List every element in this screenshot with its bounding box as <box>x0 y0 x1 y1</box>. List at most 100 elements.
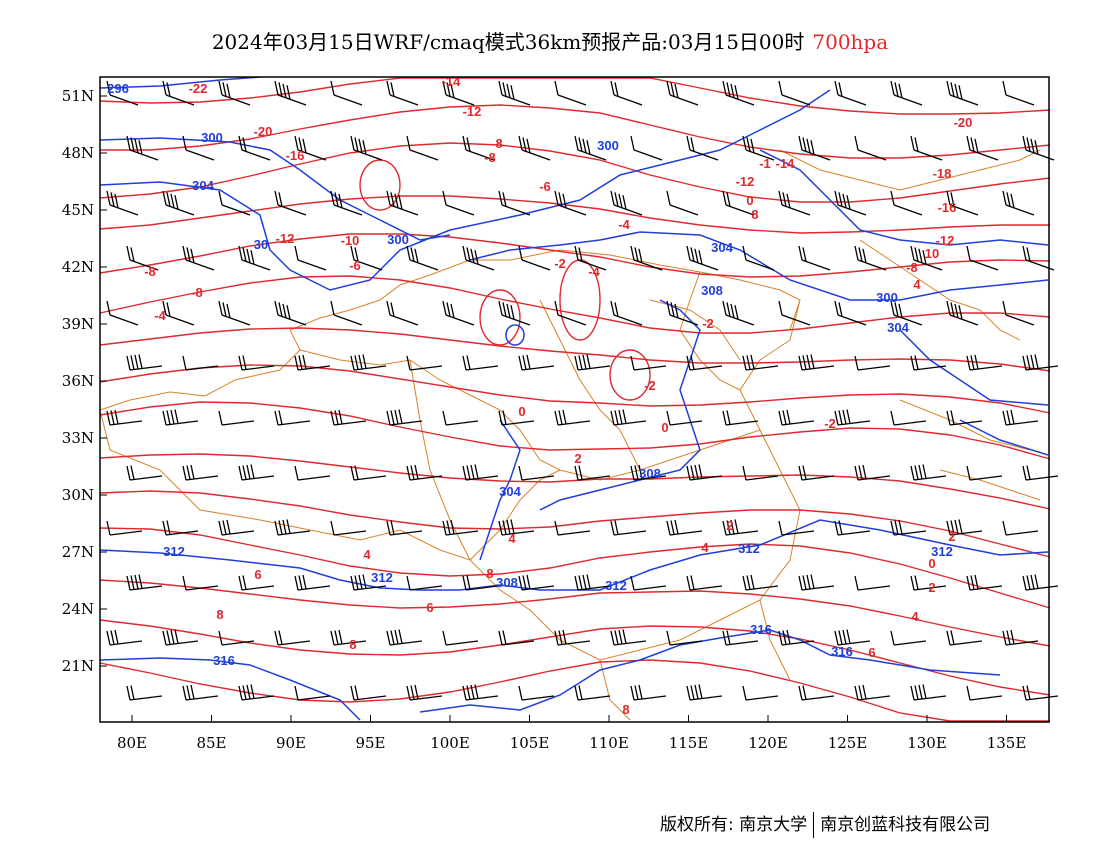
wind-barb-feather <box>722 80 727 96</box>
wind-barb-feather <box>798 245 803 261</box>
wind-barb <box>686 575 723 591</box>
wind-barb-feather <box>802 355 807 370</box>
wind-barb-feather <box>778 300 783 316</box>
wind-barb-feather <box>222 302 227 317</box>
wind-barb <box>386 300 419 326</box>
wind-barb-staff <box>689 475 723 481</box>
wind-barb <box>946 630 983 646</box>
wind-barb-feather <box>510 85 515 100</box>
wind-barb <box>666 630 703 646</box>
geopotential-contour <box>759 149 1049 246</box>
temperature-label: 6 <box>868 645 875 660</box>
geopotential-contour <box>469 231 1049 301</box>
wind-barb-feather <box>690 247 695 262</box>
wind-barb-feather <box>242 685 247 700</box>
wind-barb-feather <box>466 137 471 152</box>
wind-barb <box>462 245 495 271</box>
wind-barb <box>630 245 663 271</box>
wind-barb-feather <box>1002 520 1007 536</box>
wind-barb-feather <box>286 519 291 534</box>
wind-barb-feather <box>746 137 751 152</box>
wind-barb-staff <box>669 94 699 106</box>
wind-barb-staff <box>445 204 475 216</box>
wind-barb-feather <box>166 520 171 535</box>
wind-barb-feather <box>966 685 971 701</box>
wind-barb-staff <box>185 149 215 161</box>
wind-barb-feather <box>690 355 695 370</box>
map-frame <box>99 76 1050 723</box>
wind-barb-feather <box>474 464 479 479</box>
wind-barb-feather <box>398 629 403 644</box>
wind-barb-feather <box>466 355 471 370</box>
wind-barb-feather <box>498 410 503 426</box>
wind-barb-feather <box>834 190 839 206</box>
wind-barb <box>946 80 979 106</box>
wind-barb-feather <box>622 409 627 424</box>
temperature-contour <box>100 104 1051 159</box>
geopotential-label: 300 <box>387 232 409 247</box>
wind-barb-staff <box>241 365 275 371</box>
y-tick-label: 45N <box>62 201 94 219</box>
wind-barb-feather <box>898 83 903 98</box>
wind-barb-feather <box>578 465 583 480</box>
wind-barb <box>162 520 199 536</box>
wind-barb <box>946 300 979 326</box>
wind-barb-feather <box>810 574 815 589</box>
geopotential-contour <box>99 519 1049 591</box>
temperature-contour <box>99 579 1051 647</box>
wind-barb <box>350 354 387 371</box>
wind-barb-feather <box>610 80 615 96</box>
wind-barb <box>910 135 943 161</box>
wind-barb-feather <box>1034 354 1039 369</box>
wind-barb <box>498 410 535 426</box>
wind-barb-feather <box>450 83 455 98</box>
wind-barb-staff <box>241 475 275 481</box>
wind-barb-feather <box>686 245 691 261</box>
wind-barb-feather <box>686 135 691 151</box>
wind-barb-feather <box>694 248 699 263</box>
wind-barb-feather <box>798 685 803 701</box>
wind-barb-feather <box>726 630 731 645</box>
wind-barb-feather <box>170 629 175 645</box>
temperature-label: -8 <box>191 285 203 300</box>
wind-barb-staff <box>969 695 1003 701</box>
temperature-label: -20 <box>954 115 973 130</box>
wind-barb-staff <box>465 585 499 591</box>
wind-barb-feather <box>278 630 283 645</box>
wind-barb-feather <box>166 410 171 425</box>
wind-barb-feather <box>130 247 135 262</box>
wind-barb-feather <box>782 410 787 425</box>
wind-barb <box>554 80 587 106</box>
wind-barb-feather <box>1022 135 1027 151</box>
temperature-contour <box>99 327 1051 372</box>
wind-barb-feather <box>354 575 359 590</box>
wind-barb-feather <box>298 137 303 152</box>
wind-barb <box>910 355 947 371</box>
wind-barb-staff <box>969 475 1003 481</box>
wind-barb-staff <box>781 314 811 326</box>
wind-barb <box>574 574 611 591</box>
wind-barb-feather <box>362 574 367 589</box>
wind-barb-feather <box>282 83 287 98</box>
wind-barb-staff <box>185 475 219 481</box>
wind-barb <box>126 135 159 161</box>
wind-barb-staff <box>333 204 363 216</box>
wind-barb <box>1022 135 1055 161</box>
wind-barb-feather <box>442 300 447 316</box>
wind-barb-feather <box>1026 355 1031 370</box>
wind-barb-feather <box>778 190 783 206</box>
wind-barb <box>778 629 815 646</box>
temperature-label: -18 <box>933 166 952 181</box>
wind-barb-staff <box>185 585 219 591</box>
wind-barb <box>574 245 607 271</box>
wind-barb-feather <box>554 80 559 96</box>
wind-barb-staff <box>577 585 611 591</box>
wind-barb-feather <box>674 519 679 535</box>
wind-barb <box>182 135 215 161</box>
wind-barb-feather <box>834 80 839 96</box>
wind-barb-feather <box>854 355 859 371</box>
wind-barb-staff <box>577 259 607 271</box>
wind-barb-feather <box>110 410 115 425</box>
wind-barb-staff <box>857 585 891 591</box>
wind-barb-staff <box>725 94 755 106</box>
